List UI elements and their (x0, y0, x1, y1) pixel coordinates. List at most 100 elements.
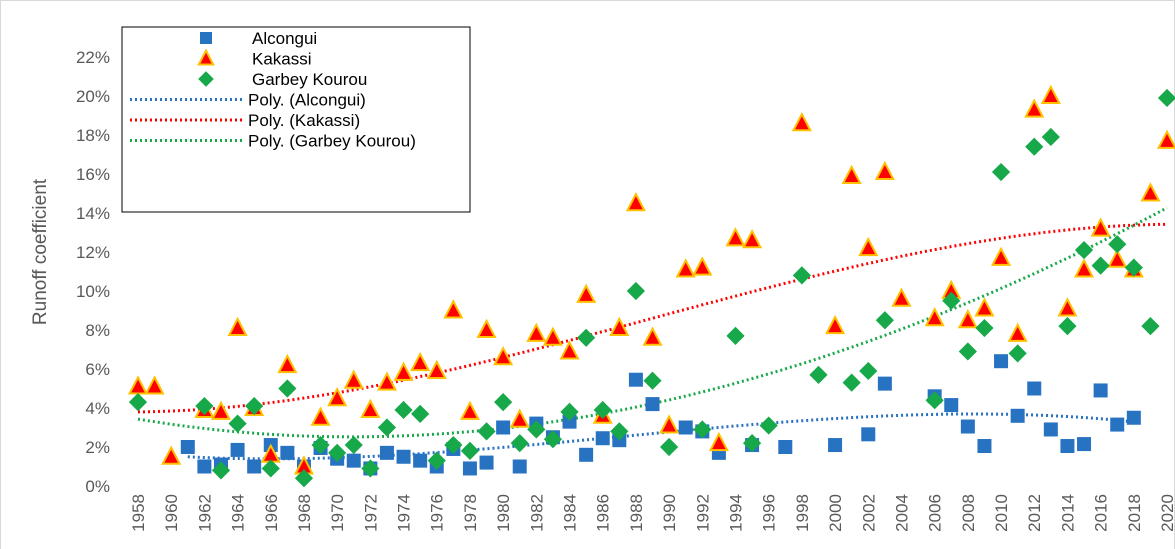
point (861, 427, 876, 442)
point (294, 469, 314, 488)
x-tick-label: 1970 (328, 494, 347, 532)
point (842, 373, 861, 392)
legend-label: Poly. (Alcongui) (248, 91, 366, 110)
x-tick-label: 1992 (693, 494, 712, 532)
x-tick-label: 1974 (395, 494, 414, 532)
y-tick-label: 18% (76, 126, 110, 145)
point (543, 430, 563, 449)
point (280, 445, 295, 460)
point (974, 297, 995, 317)
point (361, 459, 380, 478)
point (278, 379, 297, 398)
y-tick-label: 0% (85, 477, 110, 496)
point (1058, 317, 1077, 336)
point (944, 398, 959, 413)
point (576, 283, 597, 303)
point (1141, 317, 1160, 336)
point (277, 353, 298, 374)
point (643, 371, 662, 390)
y-tick-label: 8% (85, 321, 110, 340)
point (593, 400, 612, 420)
legend-label: Poly. (Kakassi) (248, 111, 360, 130)
legend-label: Garbey Kourou (252, 70, 367, 89)
x-tick-label: 1990 (660, 494, 679, 532)
point (346, 453, 361, 468)
point (496, 420, 511, 435)
x-tick-label: 1980 (494, 494, 513, 532)
point (562, 414, 577, 429)
x-tick-label: 1984 (561, 494, 580, 532)
point (678, 420, 693, 435)
point (875, 311, 894, 330)
point (1108, 235, 1127, 254)
point (1110, 417, 1125, 432)
point (1140, 182, 1161, 202)
point (527, 420, 546, 439)
x-tick-label: 1988 (627, 494, 646, 532)
point (512, 459, 527, 474)
point (328, 443, 347, 462)
point (344, 435, 363, 455)
point (659, 414, 680, 434)
point (542, 326, 563, 346)
point (891, 287, 912, 307)
point (1041, 127, 1060, 147)
point (261, 459, 280, 478)
point (1126, 410, 1141, 425)
point (410, 351, 431, 372)
point (742, 229, 763, 249)
point (311, 435, 330, 455)
point (957, 308, 978, 329)
point (1091, 256, 1110, 275)
x-tick-label: 1964 (229, 494, 248, 532)
point (924, 307, 945, 327)
point (792, 266, 811, 285)
point (476, 318, 497, 338)
point (161, 445, 182, 465)
x-tick-label: 1982 (527, 494, 546, 532)
x-tick-label: 1998 (793, 494, 812, 532)
point (228, 414, 247, 433)
point (1077, 437, 1092, 452)
point (559, 340, 580, 360)
point (197, 459, 212, 474)
point (877, 376, 892, 391)
y-tick-label: 6% (85, 360, 110, 379)
plot-area: 0% 2% 4% 6% 8% 10% 12% 14% 16% 18% 20% 22% 1958 1960 1… (76, 48, 1175, 532)
x-tick-label: 1958 (129, 494, 148, 532)
point (742, 434, 762, 453)
point (1156, 129, 1175, 149)
point (360, 398, 381, 418)
point (245, 396, 264, 416)
point (1093, 383, 1108, 398)
point (376, 371, 398, 391)
point (825, 314, 846, 335)
point (1043, 422, 1058, 437)
point (477, 422, 496, 441)
x-tick-label: 2016 (1092, 494, 1111, 532)
point (642, 326, 663, 346)
point (377, 418, 397, 437)
point (128, 393, 148, 412)
y-tick-label: 16% (76, 165, 110, 184)
legend-label: Poly. (Garbey Kourou) (248, 132, 416, 151)
point (459, 400, 480, 420)
x-tick-label: 1976 (428, 494, 447, 532)
point (692, 256, 713, 276)
point (828, 438, 843, 453)
y-tick-label: 10% (76, 282, 110, 301)
point (645, 397, 660, 412)
x-tick-label: 2004 (892, 494, 911, 532)
point (211, 461, 231, 480)
point (493, 346, 514, 366)
x-tick-label: 1966 (262, 494, 281, 532)
point (693, 420, 712, 439)
point (343, 369, 364, 389)
legend-marker (200, 32, 212, 44)
x-tick-label: 1972 (361, 494, 380, 532)
point (759, 416, 778, 435)
point (462, 461, 477, 476)
point (859, 361, 878, 381)
point (858, 236, 879, 257)
